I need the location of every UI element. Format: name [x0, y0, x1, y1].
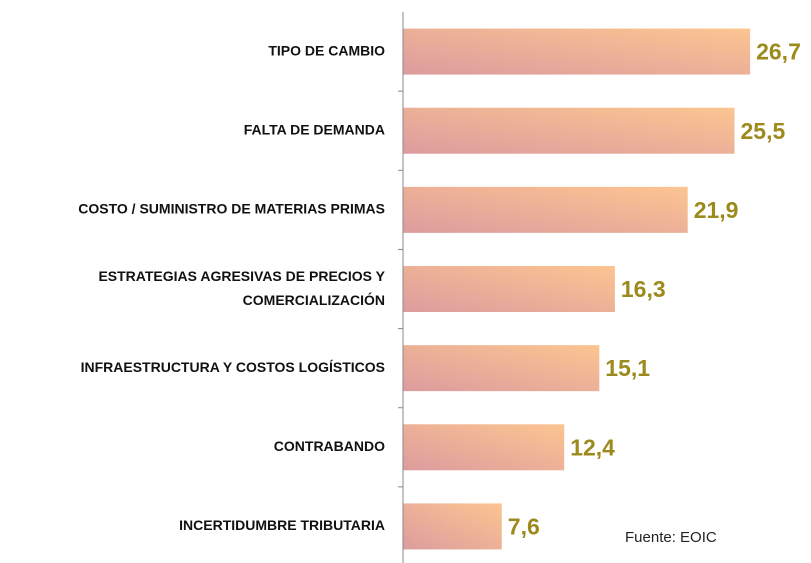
- category-label: ESTRATEGIAS AGRESIVAS DE PRECIOS Y COMERC…: [98, 268, 385, 308]
- category-label: COSTO / SUMINISTRO DE MATERIAS PRIMAS: [78, 201, 385, 217]
- bar: [403, 345, 600, 392]
- source-note: Fuente: EOIC: [625, 529, 717, 546]
- bar: [403, 186, 688, 233]
- category-label: TIPO DE CAMBIO: [268, 42, 385, 58]
- category-label: INFRAESTRUCTURA Y COSTOS LOGÍSTICOS: [81, 359, 385, 375]
- bar: [403, 266, 615, 312]
- value-label: 21,9: [694, 197, 739, 223]
- value-label: 7,6: [508, 514, 540, 540]
- category-label: CONTRABANDO: [274, 438, 385, 454]
- bar: [403, 107, 735, 154]
- bar: [403, 424, 565, 471]
- bar: [403, 28, 751, 75]
- bar: [403, 503, 502, 550]
- category-label: INCERTIDUMBRE TRIBUTARIA: [179, 517, 385, 533]
- value-label: 15,1: [605, 355, 650, 381]
- value-label: 25,5: [741, 118, 786, 144]
- value-label: 26,7: [756, 39, 801, 65]
- value-label: 16,3: [621, 276, 666, 302]
- value-label: 12,4: [570, 434, 615, 460]
- category-label: FALTA DE DEMANDA: [244, 121, 385, 137]
